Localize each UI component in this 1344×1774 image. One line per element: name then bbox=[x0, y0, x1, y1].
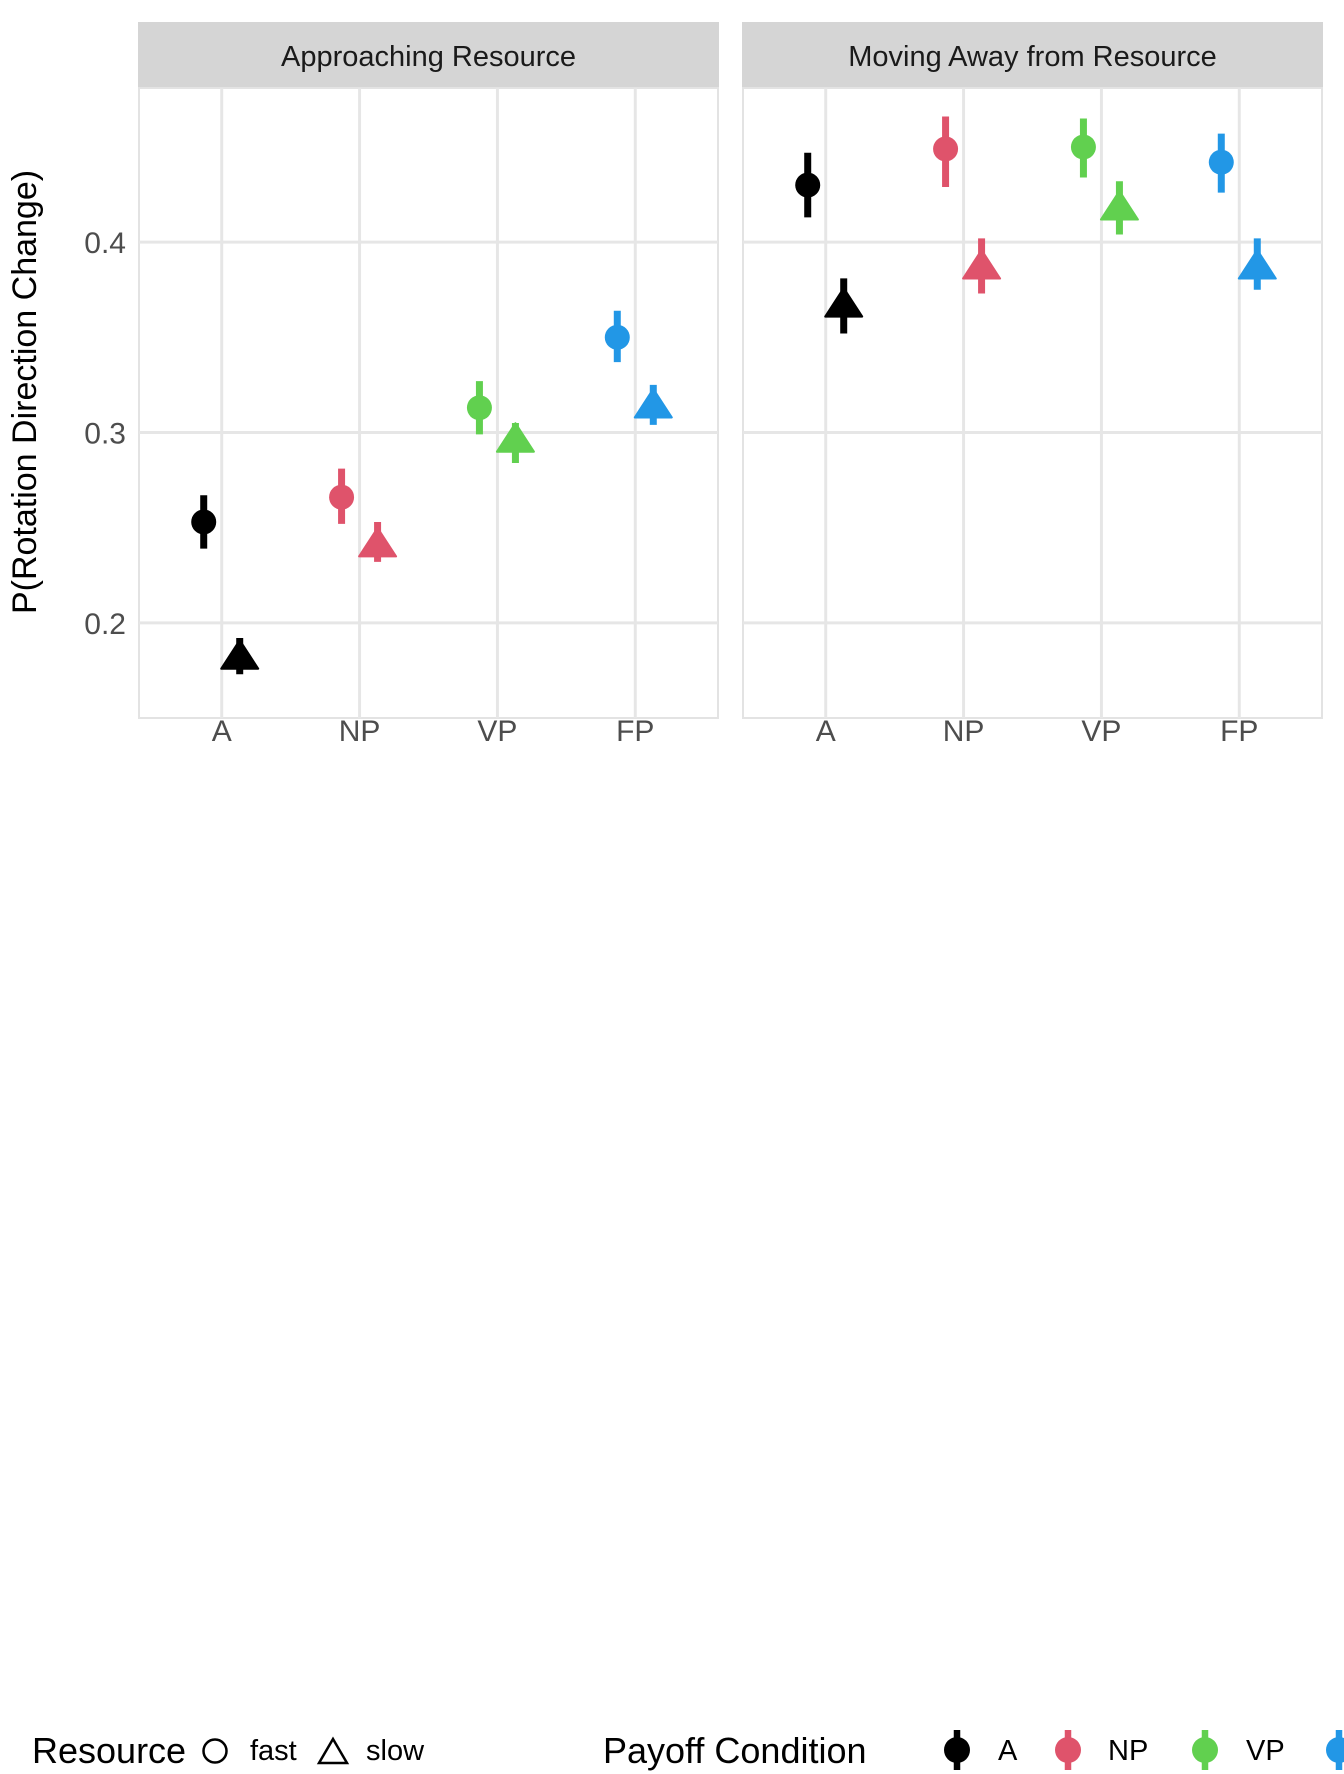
plot-svg: P(Rotation Direction Change) 0.2 0.3 0.4 App… bbox=[6, 22, 1323, 748]
facet-strip-title: Approaching Resource bbox=[281, 41, 576, 73]
payoff-pointrange-icon-VP bbox=[1192, 1730, 1218, 1770]
payoff-legend-label-NP: NP bbox=[1108, 1735, 1149, 1767]
resource-legend-title: Resource bbox=[32, 1730, 187, 1771]
facet-strip bbox=[138, 22, 719, 88]
y-axis-title: P(Rotation Direction Change) bbox=[6, 170, 44, 614]
legend-row: Resource fast slow Payoff Condition A NP… bbox=[0, 856, 1344, 1771]
point-circle bbox=[795, 172, 821, 198]
slow-triangle-icon bbox=[316, 1736, 350, 1765]
point-triangle bbox=[495, 422, 535, 453]
payoff-pointrange-icon-NP bbox=[1055, 1730, 1081, 1770]
plot-area: P(Rotation Direction Change) 0.2 0.3 0.4 App… bbox=[6, 22, 1323, 748]
panel-background bbox=[742, 87, 1323, 719]
point-triangle bbox=[358, 526, 398, 558]
resource-legend-label-fast: fast bbox=[250, 1735, 297, 1767]
x-tick-label: NP bbox=[339, 715, 381, 748]
point-triangle bbox=[1099, 190, 1139, 221]
payoff-legend-title: Payoff Condition bbox=[603, 1730, 867, 1771]
point-circle bbox=[191, 509, 217, 535]
payoff-pointrange-icon-FP-clipped bbox=[1326, 1730, 1344, 1770]
point-triangle bbox=[220, 639, 260, 670]
x-tick-label: A bbox=[816, 715, 836, 748]
point-circle bbox=[329, 484, 355, 510]
facet-strip bbox=[742, 22, 1323, 88]
y-tick-label: 0.3 bbox=[84, 418, 126, 451]
resource-legend-label-slow: slow bbox=[366, 1735, 425, 1767]
facet-strip-title: Moving Away from Resource bbox=[848, 41, 1217, 73]
x-tick-label: VP bbox=[1081, 715, 1121, 748]
point-triangle bbox=[824, 287, 864, 318]
point-triangle bbox=[1237, 249, 1277, 280]
point-triangle bbox=[633, 387, 673, 419]
point-circle bbox=[604, 324, 630, 350]
x-tick-label: FP bbox=[616, 715, 654, 748]
point-circle bbox=[1070, 134, 1096, 160]
fast-circle-icon bbox=[202, 1738, 228, 1764]
x-tick-label: FP bbox=[1220, 715, 1258, 748]
figure-canvas: { "chart_data": { "type": "pointrange", … bbox=[0, 22, 1344, 1771]
point-circle bbox=[466, 395, 492, 421]
point-circle bbox=[1208, 149, 1234, 175]
x-tick-label: NP bbox=[943, 715, 985, 748]
payoff-legend-label-A: A bbox=[998, 1735, 1018, 1767]
panel-background bbox=[138, 87, 719, 719]
payoff-legend-label-VP: VP bbox=[1246, 1735, 1285, 1767]
x-tick-label: VP bbox=[477, 715, 517, 748]
y-tick-label: 0.2 bbox=[84, 608, 126, 641]
point-circle bbox=[933, 136, 959, 162]
y-tick-label: 0.4 bbox=[84, 227, 126, 260]
point-triangle bbox=[962, 249, 1002, 280]
x-tick-label: A bbox=[212, 715, 232, 748]
payoff-pointrange-icon-A bbox=[944, 1730, 970, 1770]
